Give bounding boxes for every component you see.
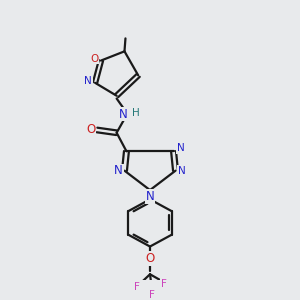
Text: F: F bbox=[161, 278, 167, 289]
Text: O: O bbox=[146, 252, 154, 265]
Text: N: N bbox=[146, 190, 154, 203]
Text: H: H bbox=[132, 108, 140, 118]
Text: N: N bbox=[84, 76, 92, 86]
Text: N: N bbox=[177, 143, 184, 154]
Text: N: N bbox=[178, 166, 185, 176]
Text: F: F bbox=[149, 290, 155, 300]
Text: O: O bbox=[86, 124, 96, 136]
Text: O: O bbox=[90, 54, 98, 64]
Text: F: F bbox=[134, 282, 140, 292]
Text: N: N bbox=[114, 164, 123, 177]
Text: N: N bbox=[119, 108, 128, 121]
